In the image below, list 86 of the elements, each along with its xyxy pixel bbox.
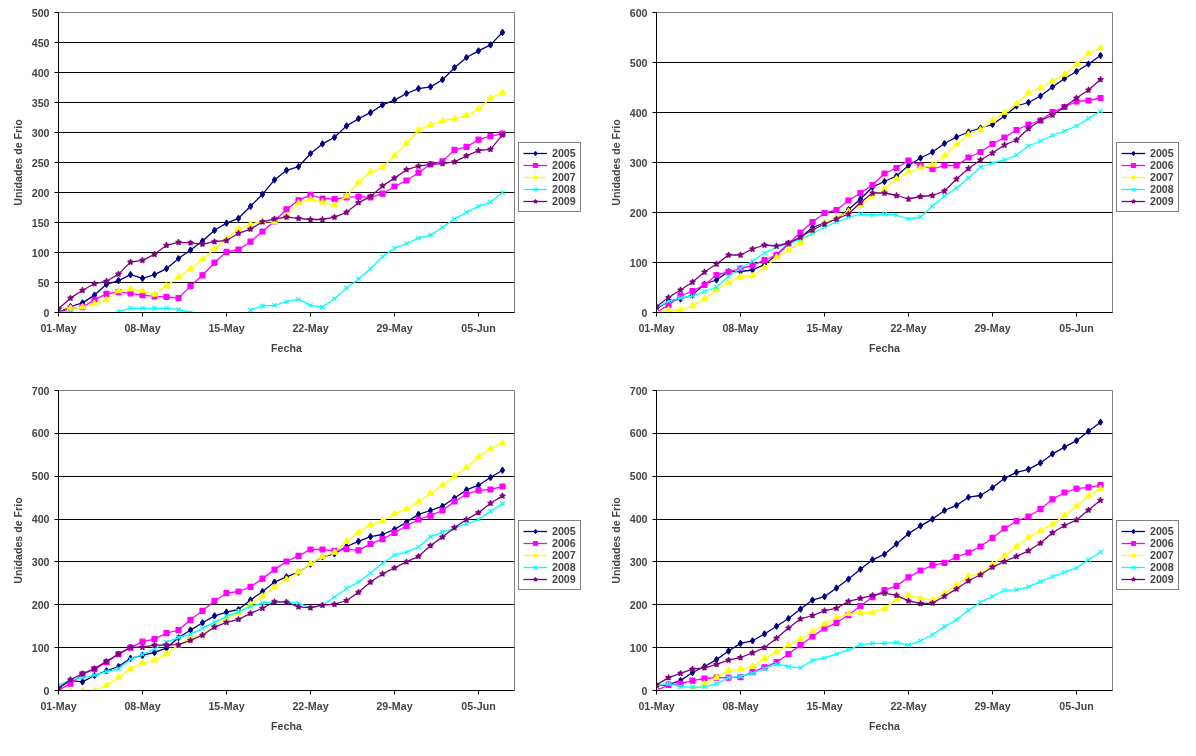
x-tick-label: 08-May xyxy=(124,699,161,712)
y-axis-title: Unidades de Frio xyxy=(11,118,24,206)
y-axis-title: Unidades de Frio xyxy=(11,496,24,584)
legend-label: 2008 xyxy=(552,561,576,573)
x-tick-label: 22-May xyxy=(890,699,927,712)
x-axis-title: Fecha xyxy=(271,719,302,732)
y-tick-label: 0 xyxy=(641,684,648,697)
x-tick-label: 05-Jun xyxy=(461,699,496,712)
legend-label: 2009 xyxy=(552,195,576,207)
legend-label: 2008 xyxy=(1150,561,1174,573)
legend-label: 2008 xyxy=(552,183,576,195)
y-tick-label: 100 xyxy=(31,246,50,259)
y-tick-label: 150 xyxy=(31,216,50,229)
y-tick-label: 200 xyxy=(629,206,648,219)
y-tick-label: 350 xyxy=(31,96,50,109)
y-tick-label: 250 xyxy=(31,156,50,169)
y-tick-label: 500 xyxy=(31,470,50,483)
x-tick-label: 15-May xyxy=(208,699,245,712)
y-tick-label: 500 xyxy=(629,470,648,483)
y-tick-label: 300 xyxy=(31,126,50,139)
x-tick-label: 15-May xyxy=(806,321,843,334)
x-tick-label: 29-May xyxy=(376,699,413,712)
x-tick-label: 08-May xyxy=(722,699,759,712)
x-tick-label: 15-May xyxy=(806,699,843,712)
legend-label: 2005 xyxy=(552,525,576,537)
y-tick-label: 300 xyxy=(31,555,50,568)
y-tick-label: 200 xyxy=(31,598,50,611)
y-axis-title: Unidades de Frio xyxy=(609,118,622,206)
y-tick-label: 700 xyxy=(629,384,648,397)
legend-label: 2007 xyxy=(1150,171,1174,183)
x-axis-title: Fecha xyxy=(869,719,900,732)
x-tick-label: 22-May xyxy=(890,321,927,334)
y-tick-label: 200 xyxy=(31,186,50,199)
y-tick-label: 0 xyxy=(43,306,50,319)
y-tick-label: 500 xyxy=(31,6,50,19)
x-tick-label: 29-May xyxy=(974,321,1011,334)
x-tick-label: 01-May xyxy=(638,321,675,334)
y-tick-label: 500 xyxy=(629,56,648,69)
legend-label: 2007 xyxy=(552,171,576,183)
legend-label: 2005 xyxy=(1150,525,1174,537)
y-tick-label: 100 xyxy=(31,641,50,654)
x-tick-label: 05-Jun xyxy=(461,321,496,334)
legend-label: 2006 xyxy=(552,537,576,549)
legend-label: 2009 xyxy=(1150,195,1174,207)
y-tick-label: 300 xyxy=(629,555,648,568)
legend-label: 2009 xyxy=(552,573,576,585)
y-tick-label: 100 xyxy=(629,641,648,654)
x-tick-label: 22-May xyxy=(292,321,329,334)
y-tick-label: 0 xyxy=(43,684,50,697)
y-tick-label: 0 xyxy=(641,306,648,319)
y-tick-label: 100 xyxy=(629,256,648,269)
legend-label: 2008 xyxy=(1150,183,1174,195)
legend-label: 2005 xyxy=(552,147,576,159)
legend-label: 2006 xyxy=(1150,159,1174,171)
x-tick-label: 01-May xyxy=(40,699,77,712)
y-tick-label: 600 xyxy=(31,427,50,440)
x-tick-label: 05-Jun xyxy=(1059,321,1094,334)
y-tick-label: 450 xyxy=(31,36,50,49)
y-tick-label: 400 xyxy=(629,106,648,119)
x-tick-label: 22-May xyxy=(292,699,329,712)
y-tick-label: 200 xyxy=(629,598,648,611)
y-axis-title: Unidades de Frio xyxy=(609,496,622,584)
legend-label: 2009 xyxy=(1150,573,1174,585)
legend-label: 2006 xyxy=(1150,537,1174,549)
x-axis-title: Fecha xyxy=(271,341,302,354)
x-tick-label: 05-Jun xyxy=(1059,699,1094,712)
y-tick-label: 700 xyxy=(31,384,50,397)
legend-label: 2005 xyxy=(1150,147,1174,159)
y-tick-label: 300 xyxy=(629,156,648,169)
legend-label: 2007 xyxy=(552,549,576,561)
x-tick-label: 08-May xyxy=(124,321,161,334)
x-axis-title: Fecha xyxy=(869,341,900,354)
x-tick-label: 01-May xyxy=(40,321,77,334)
legend-label: 2006 xyxy=(552,159,576,171)
y-tick-label: 400 xyxy=(629,513,648,526)
y-tick-label: 400 xyxy=(31,513,50,526)
x-tick-label: 08-May xyxy=(722,321,759,334)
legend-label: 2007 xyxy=(1150,549,1174,561)
y-tick-label: 400 xyxy=(31,66,50,79)
x-tick-label: 29-May xyxy=(974,699,1011,712)
y-tick-label: 600 xyxy=(629,427,648,440)
x-tick-label: 29-May xyxy=(376,321,413,334)
x-tick-label: 01-May xyxy=(638,699,675,712)
y-tick-label: 50 xyxy=(37,276,50,289)
x-tick-label: 15-May xyxy=(208,321,245,334)
y-tick-label: 600 xyxy=(629,6,648,19)
